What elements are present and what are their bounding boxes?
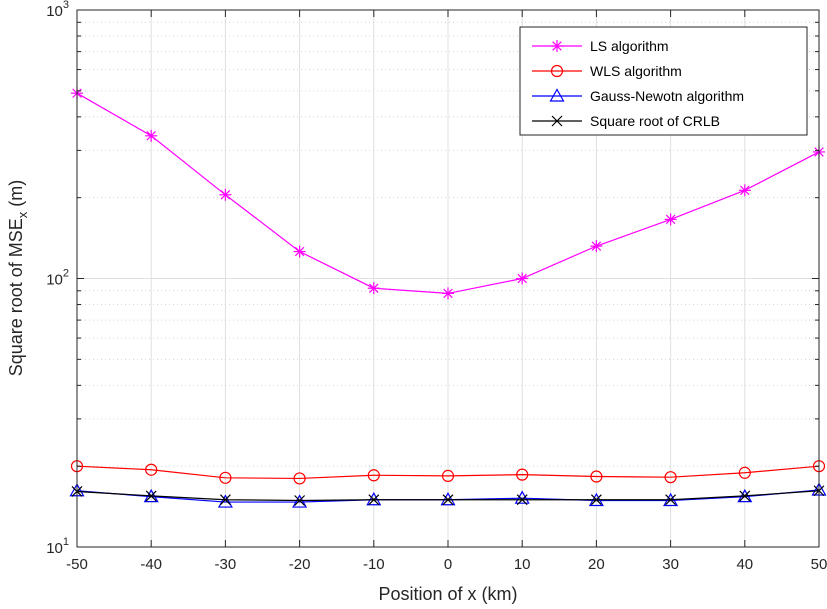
data-point-x [145, 490, 157, 502]
data-point-asterisk [551, 40, 563, 52]
data-point-circle [219, 471, 232, 484]
x-axis-title: Position of x (km) [378, 584, 517, 604]
data-point-triangle [549, 88, 565, 102]
x-tick-label: 20 [588, 556, 605, 573]
data-point-triangle [440, 492, 456, 506]
legend-entry: Gauss-Newotn algorithm [532, 88, 744, 104]
x-tick-label: -50 [66, 556, 88, 573]
y-axis-title-main: Square root of MSE [6, 218, 26, 376]
data-point-asterisk [442, 287, 454, 300]
data-point-x [294, 495, 306, 506]
data-point-x [551, 115, 563, 127]
y-tick-label: 102 [46, 268, 69, 289]
legend-label: Gauss-Newotn algorithm [590, 88, 744, 104]
legend-label: LS algorithm [590, 38, 669, 54]
data-point-asterisk [293, 245, 306, 258]
data-point-circle [664, 471, 677, 484]
y-tick-label: 103 [46, 0, 69, 20]
data-point-x [442, 494, 454, 506]
x-tick-label: -30 [215, 556, 237, 573]
x-tick-label: 10 [514, 556, 531, 573]
x-tick-label: 0 [444, 556, 452, 573]
data-point-circle [590, 470, 603, 483]
data-point-circle [367, 469, 380, 482]
data-point-triangle [366, 492, 382, 506]
data-point-x [219, 494, 231, 506]
legend-label: Square root of CRLB [590, 113, 720, 129]
ticks [76, 9, 820, 548]
data-point-x [368, 494, 380, 506]
y-axis-title-subscript: x [15, 211, 30, 218]
y-axis-title: Square root of MSEx (m) [6, 180, 30, 377]
legend-label: WLS algorithm [590, 63, 682, 79]
data-point-circle [516, 468, 529, 481]
y-tick-base: 10 [46, 272, 63, 289]
series [71, 485, 825, 506]
y-tick-base: 10 [46, 540, 63, 557]
legend-entry: Square root of CRLB [532, 113, 720, 129]
legend: LS algorithm WLS algorithm Gauss-Newotn al… [519, 26, 808, 136]
series [70, 460, 826, 485]
data-point-asterisk [516, 272, 529, 285]
data-point-circle [738, 466, 751, 479]
data-point-x [739, 490, 751, 502]
x-tick-label: -10 [363, 556, 385, 573]
data-point-triangle [292, 494, 308, 508]
y-tick-label: 101 [46, 536, 69, 557]
legend-box [519, 26, 808, 136]
data-point-circle [441, 469, 455, 482]
x-tick-labels: -50 -40 -30 -20 -10 0 10 20 30 40 50 [66, 556, 827, 573]
data-point-x [516, 494, 528, 506]
y-tick-base: 10 [46, 3, 63, 20]
data-point-x [665, 494, 677, 506]
x-tick-label: 30 [662, 556, 679, 573]
x-tick-label: -40 [140, 556, 162, 573]
x-tick-label: 50 [811, 556, 827, 573]
data-point-asterisk [738, 184, 751, 197]
data-point-asterisk [664, 213, 677, 226]
data-point-asterisk [367, 282, 380, 295]
y-axis-title-unit: (m) [6, 180, 26, 212]
x-tick-label: 40 [736, 556, 753, 573]
y-tick-exponent: 1 [63, 536, 69, 548]
series-line [76, 465, 820, 480]
data-point-circle [293, 472, 306, 485]
y-tick-exponent: 3 [63, 0, 69, 11]
x-tick-label: -20 [289, 556, 311, 573]
data-point-circle [550, 64, 564, 78]
legend-entry: LS algorithm [532, 38, 669, 54]
data-point-x [590, 494, 602, 506]
data-point-asterisk [590, 240, 603, 253]
data-point-asterisk [219, 188, 232, 201]
legend-entry: WLS algorithm [532, 63, 682, 79]
data-point-triangle [514, 490, 530, 504]
data-point-circle [145, 463, 158, 476]
data-point-asterisk [145, 129, 158, 142]
y-tick-exponent: 2 [63, 268, 69, 280]
data-point-triangle [217, 494, 233, 508]
